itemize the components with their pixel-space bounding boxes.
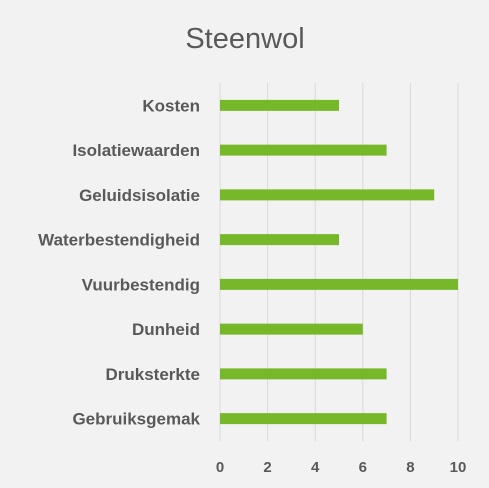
category-label: Vuurbestendig (82, 275, 200, 294)
category-label: Waterbestendigheid (38, 231, 200, 250)
category-label: Isolatiewaarden (72, 141, 200, 160)
x-tick-label: 2 (263, 459, 271, 476)
category-label: Kosten (142, 96, 200, 115)
category-label: Dunheid (132, 320, 200, 339)
category-label: Druksterkte (106, 365, 201, 384)
bar-geluidsisolatie (220, 189, 435, 201)
x-tick-label: 0 (216, 459, 224, 476)
bar-druksterkte (220, 368, 387, 380)
bars (220, 99, 458, 425)
x-tick-labels: 0 2 4 6 8 10 (216, 459, 467, 476)
chart-title: Steenwol (185, 23, 304, 55)
category-label: Geluidsisolatie (79, 186, 200, 205)
x-tick-label: 8 (406, 459, 414, 476)
bar-isolatiewaarden (220, 144, 387, 156)
category-label: Gebruiksgemak (72, 410, 200, 429)
category-labels: Kosten Isolatiewaarden Geluidsisolatie Wate… (38, 96, 200, 428)
x-tick-label: 4 (311, 459, 320, 476)
bar-kosten (220, 99, 339, 111)
bar-gebruiksgemak (220, 413, 387, 425)
bar-dunheid (220, 323, 363, 335)
x-tick-label: 10 (450, 459, 467, 476)
gridlines (219, 83, 459, 441)
x-tick-label: 6 (359, 459, 367, 476)
bar-waterbestendigheid (220, 234, 339, 246)
bar-vuurbestendig (220, 278, 458, 290)
